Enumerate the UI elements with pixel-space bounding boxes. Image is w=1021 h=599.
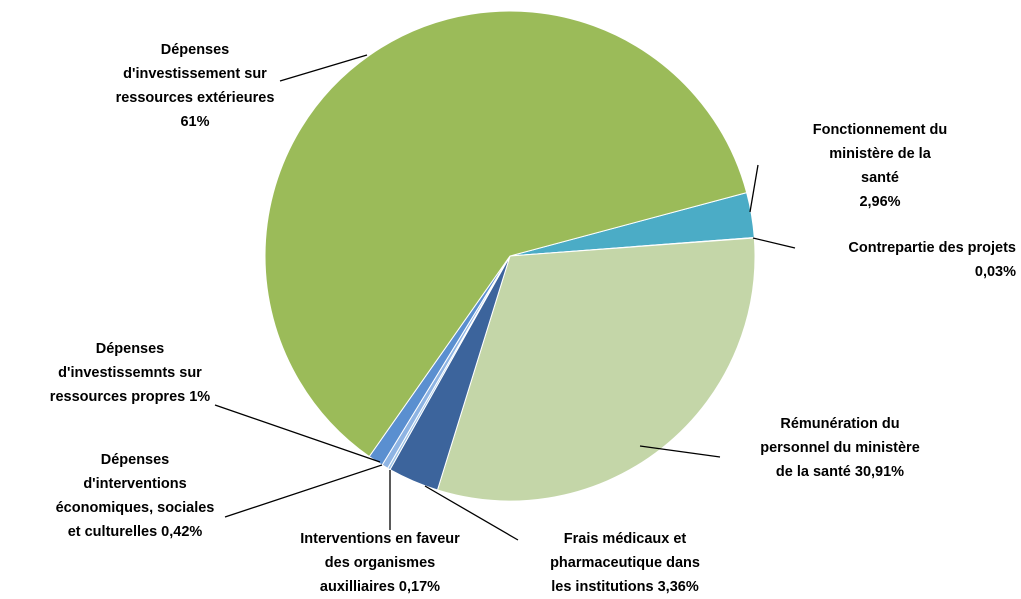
slice-label: Interventions en faveur des organismes a… [300,527,460,599]
pie-slice [264,10,748,458]
slice-label: Rémunération du personnel du ministère d… [760,412,920,484]
category-label: Contrepartie des projets [848,240,1016,256]
category-label: Dépenses d'interventions économiques, so… [55,452,215,540]
leader-line [752,237,796,249]
slice-label: Fonctionnement du ministère de la santé 2… [810,118,951,214]
slice-label: Dépenses d'investissement sur ressources… [116,38,275,134]
value-label: 3,36% [657,579,699,595]
category-label: Interventions en faveur des organismes a… [300,531,460,595]
pie-slice [436,237,756,502]
category-label: Rémunération du personnel du ministère d… [760,416,920,480]
value-label: 0,42% [161,524,203,540]
slice-label: Contrepartie des projets 0,03% [848,236,1016,284]
category-label: Frais médicaux et pharmaceutique dans le… [550,531,700,595]
category-label: Dépenses d'investissement sur ressources… [115,42,275,106]
category-label: Dépenses d'investissemnts sur ressources… [49,341,202,405]
value-label: 0,17% [398,579,441,595]
slice-label: Dépenses d'interventions économiques, so… [56,448,215,544]
leader-line [639,445,721,458]
leader-line [749,164,759,213]
value-label: 2,96% [859,194,901,210]
value-label: 30,91% [854,464,905,480]
leader-line [424,485,519,541]
leader-line [224,464,383,518]
value-label: 61% [180,114,210,130]
leader-line [214,404,381,463]
value-label: 0,03% [974,264,1016,280]
slice-label: Dépenses d'investissemnts sur ressources… [50,337,210,409]
category-label: Fonctionnement du ministère de la santé [812,122,948,186]
leader-line [279,54,368,82]
slice-label: Frais médicaux et pharmaceutique dans le… [550,527,700,599]
value-label: 1% [189,389,211,405]
